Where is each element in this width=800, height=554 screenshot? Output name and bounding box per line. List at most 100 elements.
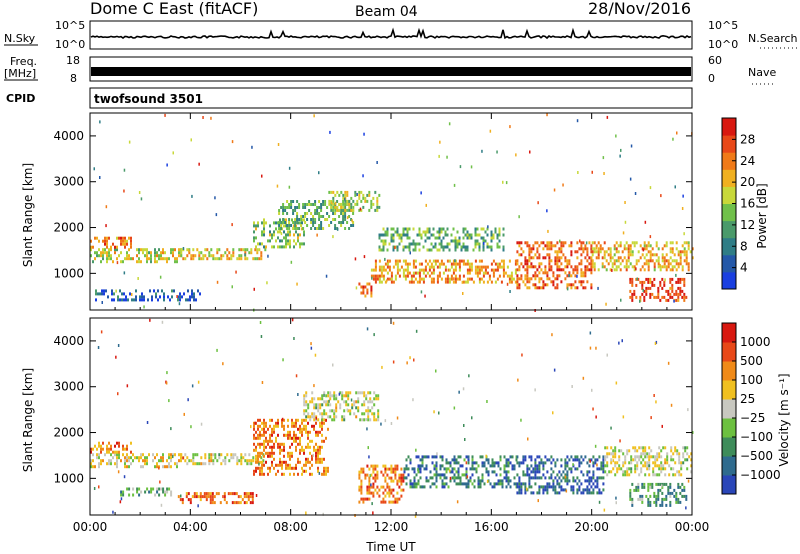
echo-cell [513, 467, 516, 471]
echo-cell [290, 206, 293, 209]
echo-cell [560, 268, 563, 272]
echo-cell [179, 498, 182, 502]
echo-cell [418, 262, 421, 266]
echo-cell [631, 250, 634, 254]
echo-cell [279, 239, 281, 243]
echo-cell [376, 464, 379, 468]
echo-cell [643, 241, 646, 245]
echo-cell [683, 259, 686, 263]
echo-cell [654, 455, 657, 459]
echo-cell [377, 418, 380, 422]
echo-cell [669, 500, 672, 504]
echo-cell [392, 239, 395, 243]
echo-cell [269, 418, 271, 422]
echo-speck [585, 241, 588, 245]
echo-cell [487, 461, 490, 465]
echo-cell [388, 265, 391, 269]
echo-cell [269, 424, 271, 428]
echo-speck [465, 461, 468, 465]
echo-speck [386, 279, 388, 283]
echo-cell [372, 491, 375, 495]
echo-cell [340, 212, 343, 215]
echo-cell [254, 248, 257, 252]
echo-cell [364, 473, 367, 477]
echo-cell [372, 196, 375, 200]
echo-cell [164, 490, 167, 494]
echo-speck [605, 302, 607, 306]
echo-cell [496, 233, 499, 237]
echo-cell [245, 501, 248, 505]
echo-cell [584, 244, 587, 248]
echo-cell [349, 412, 352, 416]
echo-cell [685, 259, 688, 263]
echo-cell [655, 497, 658, 501]
echo-cell [322, 200, 325, 203]
echo-cell [294, 221, 297, 224]
echo-cell [536, 491, 539, 495]
echo-speck [653, 394, 655, 397]
echo-cell [136, 260, 138, 264]
echo-cell [632, 458, 635, 462]
echo-speck [197, 380, 200, 384]
echo-cell [590, 283, 593, 287]
echo-cell [232, 251, 235, 255]
echo-cell [311, 454, 313, 458]
echo-cell [269, 230, 271, 234]
echo-cell [560, 256, 563, 260]
echo-cell [418, 248, 421, 252]
echo-cell [568, 467, 571, 471]
echo-cell [576, 458, 579, 462]
echo-speck [210, 116, 212, 120]
echo-cell [144, 462, 146, 466]
echo-speck [649, 186, 652, 190]
echo-cell [578, 247, 581, 251]
echo-cell [382, 265, 385, 269]
echo-cell [663, 259, 666, 263]
echo-cell [212, 254, 215, 258]
echo-cell [526, 241, 529, 245]
echo-cell [246, 248, 249, 252]
echo-cell [356, 199, 359, 203]
echo-speck [673, 299, 675, 303]
echo-cell [584, 274, 587, 278]
echo-cell [121, 298, 123, 302]
echo-cell [390, 467, 393, 471]
echo-cell [560, 244, 563, 248]
echo-cell [518, 244, 521, 248]
echo-cell [467, 485, 470, 489]
echo-cell [466, 230, 469, 234]
echo-cell [534, 277, 537, 281]
echo-cell [412, 259, 415, 263]
echo-cell [297, 442, 299, 446]
echo-cell [491, 485, 494, 489]
echo-cell [546, 241, 549, 245]
echo-cell [591, 259, 594, 263]
echo-cell [132, 257, 134, 261]
echo-cell [305, 409, 308, 413]
echo-cell [269, 454, 271, 458]
echo-cell [368, 485, 371, 489]
echo-cell [524, 262, 527, 266]
echo-cell [638, 455, 641, 459]
echo-cell [666, 452, 669, 456]
echo-speck [453, 183, 456, 187]
echo-cell [671, 265, 674, 269]
echo-cell [580, 262, 583, 266]
echo-cell [546, 488, 549, 492]
echo-cell [647, 277, 650, 281]
echo-cell [614, 464, 617, 468]
echo-cell [505, 458, 508, 462]
echo-cell [303, 412, 306, 416]
echo-cell [139, 298, 141, 302]
echo-cell [236, 456, 239, 460]
echo-cell [641, 485, 644, 489]
echo-speck [128, 140, 131, 144]
echo-cell [263, 224, 265, 228]
echo-cell [94, 251, 96, 255]
echo-speck [559, 239, 561, 243]
echo-cell [596, 458, 599, 462]
echo-cell [430, 265, 433, 269]
echo-cell [334, 205, 337, 209]
echo-cell [566, 464, 569, 468]
echo-cell [138, 493, 141, 497]
